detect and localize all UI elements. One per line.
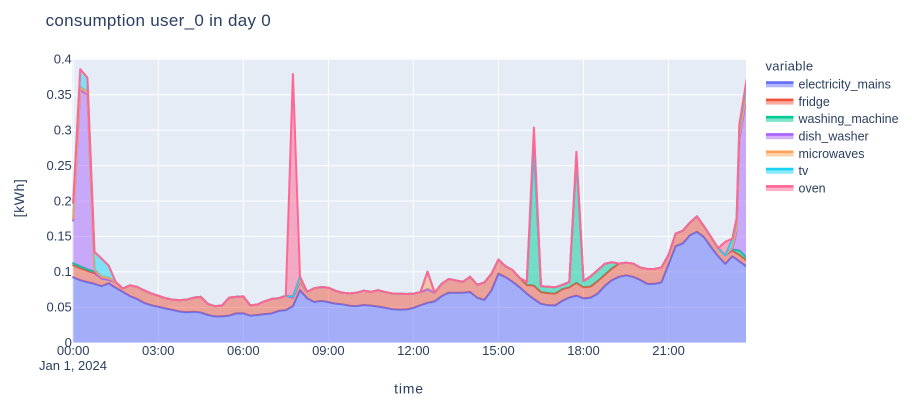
svg-text:12:00: 12:00 (397, 343, 430, 358)
svg-text:15:00: 15:00 (482, 343, 515, 358)
svg-text:fridge: fridge (799, 95, 830, 109)
svg-text:oven: oven (799, 181, 826, 195)
svg-text:0.3: 0.3 (54, 122, 72, 137)
svg-text:03:00: 03:00 (142, 343, 175, 358)
svg-text:0: 0 (65, 335, 72, 350)
svg-text:0.25: 0.25 (46, 158, 71, 173)
svg-text:electricity_mains: electricity_mains (799, 78, 891, 92)
svg-text:0.15: 0.15 (46, 229, 71, 244)
svg-text:microwaves: microwaves (799, 147, 865, 161)
svg-text:09:00: 09:00 (312, 343, 345, 358)
svg-text:21:00: 21:00 (652, 343, 685, 358)
svg-text:time: time (394, 380, 424, 396)
svg-text:0.35: 0.35 (46, 87, 71, 102)
svg-text:0.4: 0.4 (54, 52, 72, 67)
svg-text:06:00: 06:00 (227, 343, 260, 358)
svg-text:Jan 1, 2024: Jan 1, 2024 (39, 358, 107, 373)
svg-text:tv: tv (799, 164, 809, 178)
svg-text:00:00: 00:00 (57, 343, 90, 358)
svg-text:consumption user_0 in day 0: consumption user_0 in day 0 (46, 11, 271, 30)
svg-text:[kWh]: [kWh] (11, 179, 27, 218)
svg-text:18:00: 18:00 (567, 343, 600, 358)
svg-text:0.2: 0.2 (54, 193, 72, 208)
svg-text:variable: variable (766, 59, 814, 74)
svg-text:washing_machine: washing_machine (798, 112, 899, 126)
svg-text:0.05: 0.05 (46, 300, 71, 315)
svg-text:0.1: 0.1 (54, 264, 72, 279)
svg-text:dish_washer: dish_washer (799, 130, 869, 144)
